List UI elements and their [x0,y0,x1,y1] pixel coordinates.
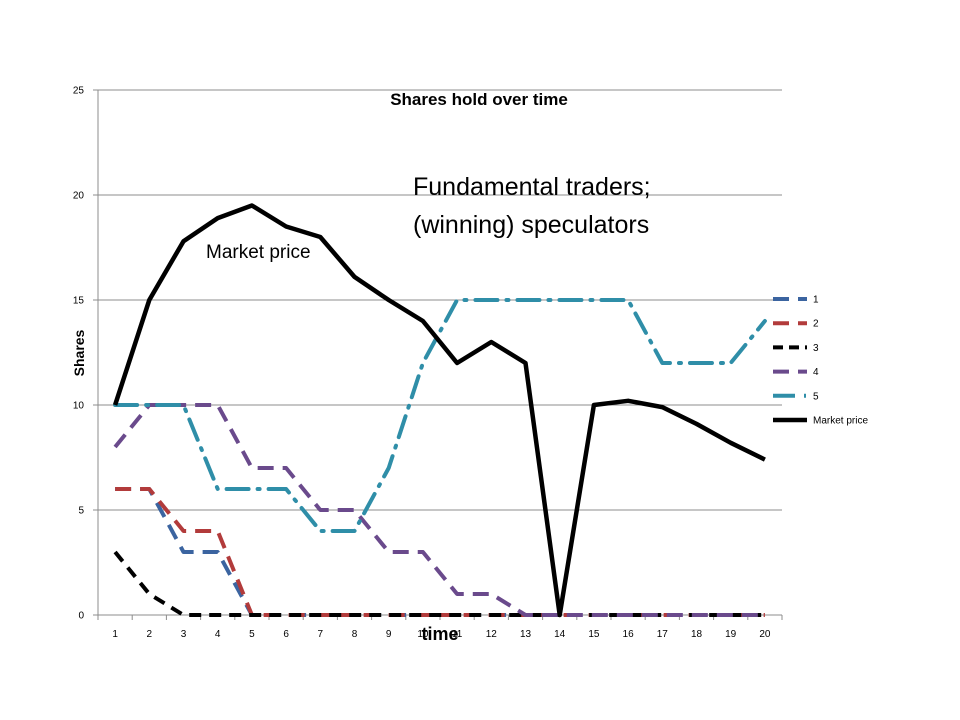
x-tick-label-9: 9 [386,629,392,640]
x-tick-label-7: 7 [318,629,324,640]
x-tick-label-14: 14 [554,629,566,640]
annotation-market-price: Market price [206,242,311,263]
x-tick-labels: 1 2 3 4 5 6 7 8 9 10 11 12 13 14 15 16 17 18 19 20 [112,629,771,640]
x-tick-label-10: 10 [417,629,429,640]
y-tick-label-5: 5 [78,506,84,517]
x-tick-label-20: 20 [759,629,771,640]
annotation-winning-speculators: (winning) speculators [413,211,649,239]
y-tick-label-10: 10 [73,401,85,412]
legend-label-4: 4 [813,367,819,378]
y-tick-label-25: 25 [73,86,85,97]
x-tick-label-16: 16 [623,629,635,640]
chart-title: Shares hold over time [390,90,568,109]
y-tick-label-20: 20 [73,191,85,202]
x-tick-label-13: 13 [520,629,532,640]
x-tick-label-11: 11 [452,629,463,640]
annotation-fundamental-traders: Fundamental traders; [413,173,651,201]
series-line-4 [113,403,765,617]
x-tick-label-15: 15 [588,629,600,640]
x-tick-label-17: 17 [657,629,669,640]
y-tick-labels: 0 5 10 15 20 25 [73,86,85,622]
x-tick-label-8: 8 [352,629,358,640]
x-tick-label-3: 3 [181,629,187,640]
x-tick-label-1: 1 [112,629,118,640]
x-axis-label: time [421,624,458,644]
legend-label-5: 5 [813,391,819,402]
series-lines [112,203,767,618]
x-tick-label-19: 19 [725,629,737,640]
x-tick-label-2: 2 [147,629,153,640]
legend-label-3: 3 [813,343,819,354]
gridlines [93,89,783,620]
y-tick-label-15: 15 [73,296,85,307]
legend-label-2: 2 [813,319,819,330]
series-line-market-price [112,203,766,618]
legend: 1 2 3 4 5 Market price [773,295,868,427]
legend-label-market-price: Market price [813,416,868,427]
x-tick-label-12: 12 [486,629,498,640]
series-line-1 [115,487,765,617]
x-tick-label-5: 5 [249,629,255,640]
y-tick-label-0: 0 [78,611,84,622]
x-tick-label-6: 6 [283,629,289,640]
legend-label-1: 1 [813,295,819,306]
series-line-3 [113,550,765,617]
x-tick-label-4: 4 [215,629,221,640]
y-axis-label: Shares [71,329,87,376]
series-line-5 [113,298,767,533]
x-tick-label-18: 18 [691,629,703,640]
